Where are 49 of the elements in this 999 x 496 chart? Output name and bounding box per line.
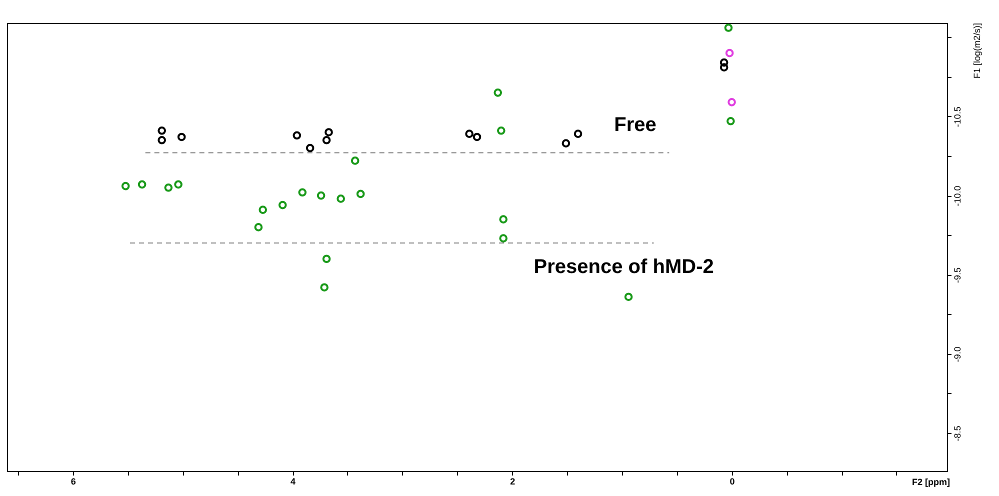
point <box>356 190 365 198</box>
x-tick-label: 4 <box>290 476 296 486</box>
point <box>258 206 268 214</box>
point <box>177 132 186 142</box>
point <box>278 200 287 210</box>
annotation: Presence of hMD-2 <box>534 256 714 278</box>
y-tick-label: -9.0 <box>952 346 962 362</box>
point <box>574 130 582 138</box>
x-axis-title: F2 [ppm] <box>912 477 950 487</box>
point <box>624 292 633 302</box>
point <box>725 48 734 58</box>
point <box>350 156 360 165</box>
point <box>121 182 130 190</box>
point <box>158 126 166 135</box>
point <box>158 136 166 144</box>
point <box>322 136 331 144</box>
point <box>254 223 263 232</box>
annotation: Free <box>614 114 656 136</box>
x-tick-label: 6 <box>70 476 76 486</box>
point <box>499 215 508 224</box>
point <box>465 130 474 138</box>
point <box>164 183 173 192</box>
point <box>562 139 570 148</box>
point <box>320 283 329 292</box>
point <box>494 88 502 97</box>
point <box>174 180 182 189</box>
point <box>720 63 728 72</box>
point <box>726 116 735 126</box>
y-tick-label: -9.5 <box>952 267 962 283</box>
point <box>138 180 146 189</box>
x-tick-label: 0 <box>730 476 735 486</box>
point <box>292 131 302 140</box>
y-tick-label: -8.5 <box>952 426 962 442</box>
point <box>306 144 314 152</box>
y-tick-label: -10.5 <box>952 106 962 128</box>
x-tick-label: 2 <box>510 476 516 486</box>
point <box>298 188 307 197</box>
point <box>336 194 345 203</box>
y-tick-label: -10.0 <box>952 186 962 206</box>
point <box>322 254 331 264</box>
point <box>496 126 506 135</box>
point <box>316 191 326 200</box>
y-axis-title: F1 [log(m2/s)] <box>972 23 982 79</box>
point <box>324 128 333 136</box>
point <box>728 98 736 106</box>
point <box>472 132 482 142</box>
point <box>499 234 508 242</box>
point <box>720 58 728 67</box>
point <box>724 24 733 32</box>
